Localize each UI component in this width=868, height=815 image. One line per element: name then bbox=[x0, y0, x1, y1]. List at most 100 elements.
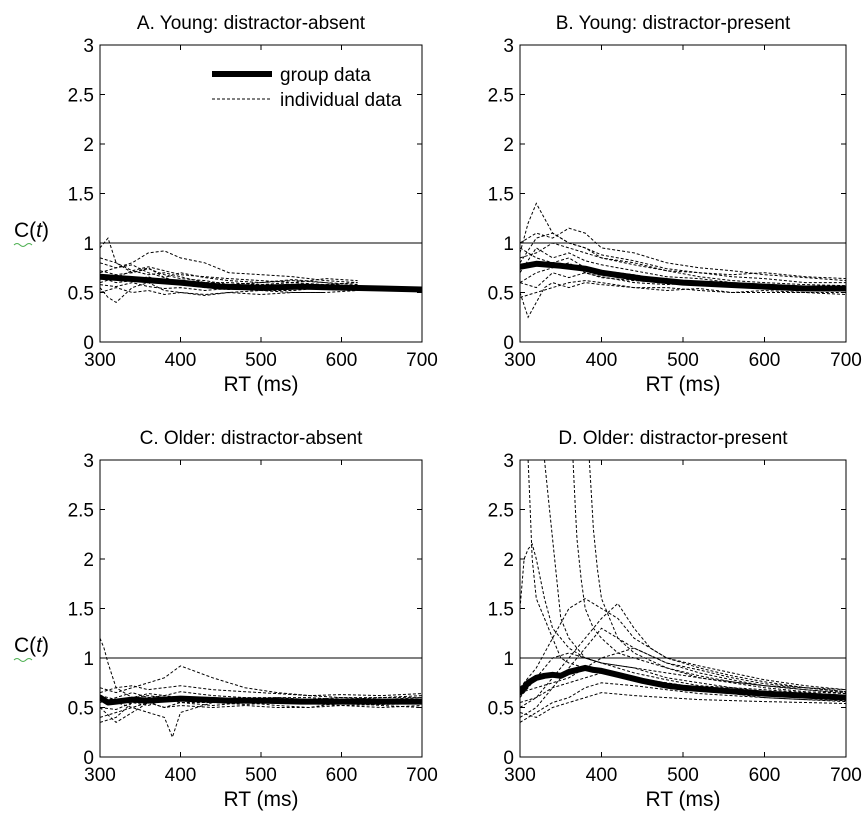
x-tick-label: 700 bbox=[830, 765, 862, 786]
y-tick-label: 3 bbox=[83, 451, 94, 472]
y-tick-label: 1 bbox=[83, 234, 94, 255]
chart-panel-1: B. Young: distractor-present 0 0.5 1 1.5 2 2.5… bbox=[488, 13, 862, 396]
x-tick-label: 700 bbox=[830, 350, 862, 371]
individual-data-line bbox=[520, 272, 846, 291]
individual-data-line bbox=[520, 682, 846, 723]
y-tick-label: 1.5 bbox=[68, 600, 94, 621]
x-tick-label: 300 bbox=[504, 765, 536, 786]
y-tick-label: 0.5 bbox=[488, 284, 514, 305]
individual-data-line bbox=[100, 282, 358, 292]
spellcheck-underline bbox=[13, 243, 33, 247]
individual-data-line bbox=[527, 460, 846, 699]
legend-label-individual: individual data bbox=[280, 90, 402, 111]
legend: group data individual data bbox=[212, 65, 402, 111]
y-tick-label: 1 bbox=[503, 649, 514, 670]
y-axis-label: C(t) bbox=[14, 219, 49, 242]
y-tick-label: 3 bbox=[83, 36, 94, 57]
y-tick-label: 2 bbox=[503, 550, 514, 571]
y-axis-label-close: ) bbox=[42, 634, 49, 657]
y-tick-label: 2 bbox=[503, 135, 514, 156]
x-tick-label: 500 bbox=[245, 765, 277, 786]
y-tick-label: 1.5 bbox=[488, 600, 514, 621]
x-tick-label: 500 bbox=[245, 350, 277, 371]
y-axis-label: C(t) bbox=[14, 634, 49, 657]
x-tick-label: 500 bbox=[667, 765, 699, 786]
chart-panel-0: A. Young: distractor-absent 0 0.5 1 1.5 2 2.5 3… bbox=[13, 13, 438, 396]
x-tick-label: 300 bbox=[84, 350, 116, 371]
individual-data-line bbox=[100, 665, 422, 699]
individual-data-line bbox=[100, 268, 358, 289]
individual-data-line bbox=[520, 227, 846, 282]
y-tick-label: 2.5 bbox=[488, 501, 514, 522]
y-tick-label: 1.5 bbox=[68, 185, 94, 206]
y-tick-label: 0 bbox=[83, 748, 94, 769]
x-tick-label: 400 bbox=[165, 765, 197, 786]
x-axis-label: RT (ms) bbox=[645, 788, 720, 811]
individual-data-line bbox=[100, 262, 358, 286]
individual-data-line bbox=[520, 692, 846, 718]
y-tick-label: 3 bbox=[503, 451, 514, 472]
y-tick-label: 0.5 bbox=[488, 699, 514, 720]
y-tick-label: 1 bbox=[83, 649, 94, 670]
x-axis-label: RT (ms) bbox=[223, 788, 298, 811]
y-tick-label: 3 bbox=[503, 36, 514, 57]
individual-data-line bbox=[100, 257, 358, 284]
group-data-line bbox=[520, 260, 846, 292]
y-tick-label: 0.5 bbox=[68, 284, 94, 305]
x-tick-label: 300 bbox=[84, 765, 116, 786]
chart-title: B. Young: distractor-present bbox=[556, 13, 791, 34]
y-tick-label: 2 bbox=[83, 135, 94, 156]
y-tick-label: 1.5 bbox=[488, 185, 514, 206]
individual-data-line bbox=[520, 282, 846, 319]
individual-data-line bbox=[100, 287, 358, 297]
individual-data-line bbox=[544, 460, 846, 699]
y-tick-label: 0.5 bbox=[68, 699, 94, 720]
x-tick-label: 600 bbox=[749, 350, 781, 371]
chart-panel-2: C. Older: distractor-absent 0 0.5 1 1.5 2 2.5 3… bbox=[13, 428, 438, 811]
y-tick-label: 2.5 bbox=[68, 86, 94, 107]
individual-data-line bbox=[100, 701, 422, 718]
individual-data-line bbox=[520, 242, 846, 287]
group-data-line bbox=[520, 664, 846, 701]
individual-data-line bbox=[100, 638, 422, 701]
x-tick-label: 400 bbox=[586, 350, 618, 371]
y-tick-label: 2.5 bbox=[68, 501, 94, 522]
y-axis-label-main: C( bbox=[14, 634, 36, 657]
x-tick-label: 300 bbox=[504, 350, 536, 371]
x-axis-label: RT (ms) bbox=[223, 373, 298, 396]
x-tick-label: 700 bbox=[406, 350, 438, 371]
group-data-line bbox=[100, 273, 422, 293]
plot-frame bbox=[519, 459, 847, 758]
y-tick-label: 0 bbox=[83, 333, 94, 354]
individual-data-line bbox=[520, 232, 846, 284]
y-axis-label-close: ) bbox=[42, 219, 49, 242]
y-axis-label-italic: t bbox=[36, 634, 43, 657]
individual-data-line bbox=[520, 602, 846, 708]
individual-data-line bbox=[100, 250, 358, 284]
individual-data-line bbox=[588, 460, 846, 694]
individual-data-line bbox=[520, 652, 846, 698]
chart-panel-3: D. Older: distractor-present 0 0.5 1 1.5 2 2.5… bbox=[488, 428, 862, 811]
y-tick-label: 0 bbox=[503, 333, 514, 354]
y-axis-label-main: C( bbox=[14, 219, 36, 242]
chart-title: A. Young: distractor-absent bbox=[137, 13, 366, 34]
x-tick-label: 400 bbox=[586, 765, 618, 786]
x-tick-label: 600 bbox=[749, 765, 781, 786]
plot-frame bbox=[519, 44, 847, 343]
group-data-line bbox=[100, 694, 422, 706]
chart-title: D. Older: distractor-present bbox=[558, 428, 788, 449]
x-tick-label: 600 bbox=[326, 350, 358, 371]
individual-data-line bbox=[520, 280, 846, 298]
individual-data-line bbox=[572, 460, 846, 695]
x-axis-label: RT (ms) bbox=[645, 373, 720, 396]
x-tick-label: 400 bbox=[165, 350, 197, 371]
legend-label-group: group data bbox=[280, 65, 371, 86]
y-tick-label: 2.5 bbox=[488, 86, 514, 107]
y-tick-label: 0 bbox=[503, 748, 514, 769]
x-tick-label: 500 bbox=[667, 350, 699, 371]
y-tick-label: 2 bbox=[83, 550, 94, 571]
chart-title: C. Older: distractor-absent bbox=[140, 428, 364, 449]
spellcheck-underline bbox=[13, 658, 33, 662]
y-axis-label-italic: t bbox=[36, 219, 43, 242]
